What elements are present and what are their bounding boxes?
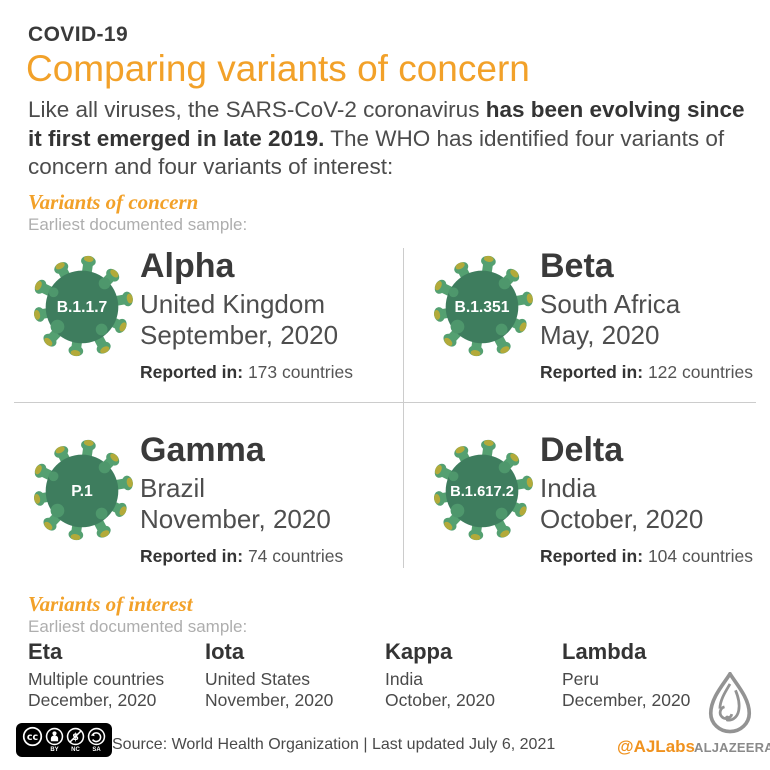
- variant-date: December, 2020: [28, 689, 157, 710]
- cc-circle-icon: cc: [22, 726, 43, 747]
- section-sublabel-interest: Earliest documented sample:: [28, 617, 248, 636]
- reported-label: Reported in:: [540, 546, 644, 566]
- cc-sa-icon: SA: [87, 727, 106, 753]
- variant-name: Eta: [28, 639, 63, 664]
- coronavirus-icon: B.1.617.2: [425, 436, 539, 542]
- variant-name: Beta: [540, 247, 614, 285]
- variant-card-delta: B.1.617.2 Delta India October, 2020 Repo…: [428, 432, 770, 610]
- coronavirus-icon: B.1.351: [425, 252, 539, 358]
- reported-label: Reported in:: [140, 362, 244, 382]
- vertical-divider: [403, 248, 404, 568]
- horizontal-divider: [14, 402, 756, 403]
- variant-reported: Reported in: 104 countries: [540, 546, 770, 567]
- variant-date: November, 2020: [205, 689, 334, 710]
- variant-date: November, 2020: [140, 504, 331, 534]
- person-icon: [45, 727, 64, 746]
- variant-name: Delta: [540, 431, 624, 469]
- cc-nc-icon: $ NC: [66, 727, 85, 753]
- variant-date: May, 2020: [540, 320, 660, 350]
- lineage-label: B.1.351: [455, 299, 510, 316]
- variant-name: Alpha: [140, 247, 235, 285]
- section-label-interest: Variants of interest: [28, 592, 193, 616]
- cc-by-label: BY: [50, 747, 59, 753]
- variant-name: Lambda: [562, 639, 647, 664]
- variant-country: India: [540, 473, 597, 503]
- variant-date: October, 2020: [540, 504, 704, 534]
- variant-col-lambda: Lambda Peru December, 2020: [562, 639, 690, 710]
- lineage-label: B.1.1.7: [57, 299, 108, 316]
- reported-value: 173 countries: [247, 362, 354, 382]
- cc-nc-label: NC: [71, 747, 80, 753]
- intro-bold-text: has been evolving since it first emerged…: [28, 97, 745, 151]
- lineage-label: P.1: [71, 483, 93, 500]
- intro-text-2: The WHO has identified four variants of …: [28, 125, 725, 180]
- reported-value: 74 countries: [247, 546, 344, 566]
- section-label-concern: Variants of concern: [28, 190, 199, 214]
- cc-sa-label: SA: [92, 747, 101, 753]
- variant-name: Gamma: [140, 431, 265, 469]
- aljazeera-wordmark: ALJAZEERA: [694, 740, 770, 755]
- variant-country: Peru: [562, 669, 599, 689]
- variant-card-alpha: B.1.1.7 Alpha United Kingdom September, …: [28, 248, 398, 426]
- variant-reported: Reported in: 173 countries: [140, 362, 398, 383]
- variant-col-kappa: Kappa India October, 2020: [385, 639, 495, 710]
- section-sublabel-concern: Earliest documented sample:: [28, 215, 248, 234]
- variant-name: Iota: [205, 639, 245, 664]
- variant-country: Multiple countries: [28, 669, 165, 689]
- share-alike-arrow-icon: [87, 727, 106, 746]
- cc-icon: cc: [22, 726, 43, 754]
- variant-country: India: [385, 669, 423, 689]
- coronavirus-icon: B.1.1.7: [25, 252, 139, 358]
- no-dollar-icon: $: [66, 727, 85, 746]
- lineage-label: B.1.617.2: [450, 484, 514, 500]
- reported-value: 122 countries: [647, 362, 754, 382]
- variant-reported: Reported in: 122 countries: [540, 362, 770, 383]
- coronavirus-icon: P.1: [25, 436, 139, 542]
- variant-reported: Reported in: 74 countries: [140, 546, 398, 567]
- variant-card-beta: B.1.351 Beta South Africa May, 2020 Repo…: [428, 248, 770, 426]
- variant-name: Kappa: [385, 639, 453, 664]
- source-credit: Source: World Health Organization | Last…: [112, 736, 556, 753]
- variant-country: United Kingdom: [140, 289, 325, 319]
- ajlabs-credit: @AJLabs: [617, 737, 695, 756]
- variant-date: September, 2020: [140, 320, 339, 350]
- variant-country: United States: [205, 669, 311, 689]
- variant-date: October, 2020: [385, 689, 495, 710]
- variant-col-iota: Iota United States November, 2020: [205, 639, 333, 710]
- reported-label: Reported in:: [540, 362, 644, 382]
- variant-col-eta: Eta Multiple countries December, 2020: [28, 639, 164, 710]
- intro-paragraph: Like all viruses, the SARS-CoV-2 coronav…: [28, 96, 752, 182]
- intro-text: Like all viruses, the SARS-CoV-2 coronav…: [28, 97, 486, 122]
- variant-country: Brazil: [140, 473, 206, 503]
- reported-value: 104 countries: [647, 546, 754, 566]
- creative-commons-badge: cc BY $ NC SA: [16, 723, 112, 757]
- cc-by-icon: BY: [45, 727, 64, 753]
- variant-date: December, 2020: [562, 689, 691, 710]
- kicker-label: COVID-19: [28, 23, 129, 46]
- variant-card-gamma: P.1 Gamma Brazil November, 2020 Reported…: [28, 432, 398, 610]
- svg-text:cc: cc: [27, 732, 39, 743]
- aljazeera-logo-icon: [708, 672, 752, 734]
- variant-country: South Africa: [540, 289, 681, 319]
- reported-label: Reported in:: [140, 546, 244, 566]
- page-title: Comparing variants of concern: [26, 48, 530, 89]
